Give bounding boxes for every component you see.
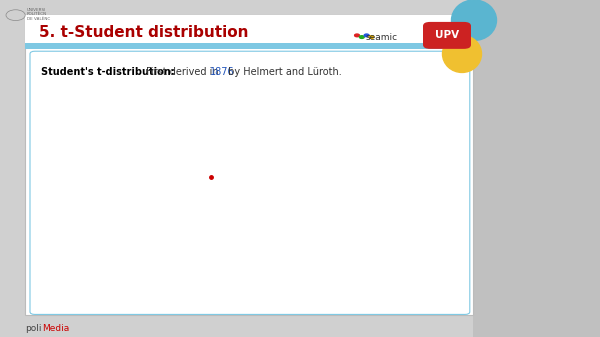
Text: seamic: seamic <box>366 33 398 41</box>
Bar <box>25 15 473 49</box>
FancyBboxPatch shape <box>25 15 473 315</box>
Text: Student's t-distribution:: Student's t-distribution: <box>41 67 175 78</box>
FancyBboxPatch shape <box>423 22 471 49</box>
Text: by Helmert and Lüroth.: by Helmert and Lüroth. <box>224 67 341 78</box>
Text: poli: poli <box>25 324 42 333</box>
Text: 1876: 1876 <box>209 67 234 78</box>
Text: Media: Media <box>42 324 69 333</box>
Text: UPV: UPV <box>435 30 459 40</box>
Circle shape <box>369 36 374 38</box>
Ellipse shape <box>443 35 482 72</box>
FancyBboxPatch shape <box>30 51 470 314</box>
Text: UNIVERSI
POLITÈCN
DE VALÈNC: UNIVERSI POLITÈCN DE VALÈNC <box>27 8 50 21</box>
Text: First derived in: First derived in <box>146 67 221 78</box>
Circle shape <box>364 34 369 37</box>
Ellipse shape <box>452 0 497 40</box>
Circle shape <box>355 34 359 37</box>
Bar <box>473 0 600 337</box>
Text: 5. t-Student distribution: 5. t-Student distribution <box>39 25 248 39</box>
Circle shape <box>359 36 364 38</box>
Bar <box>25 15 473 43</box>
